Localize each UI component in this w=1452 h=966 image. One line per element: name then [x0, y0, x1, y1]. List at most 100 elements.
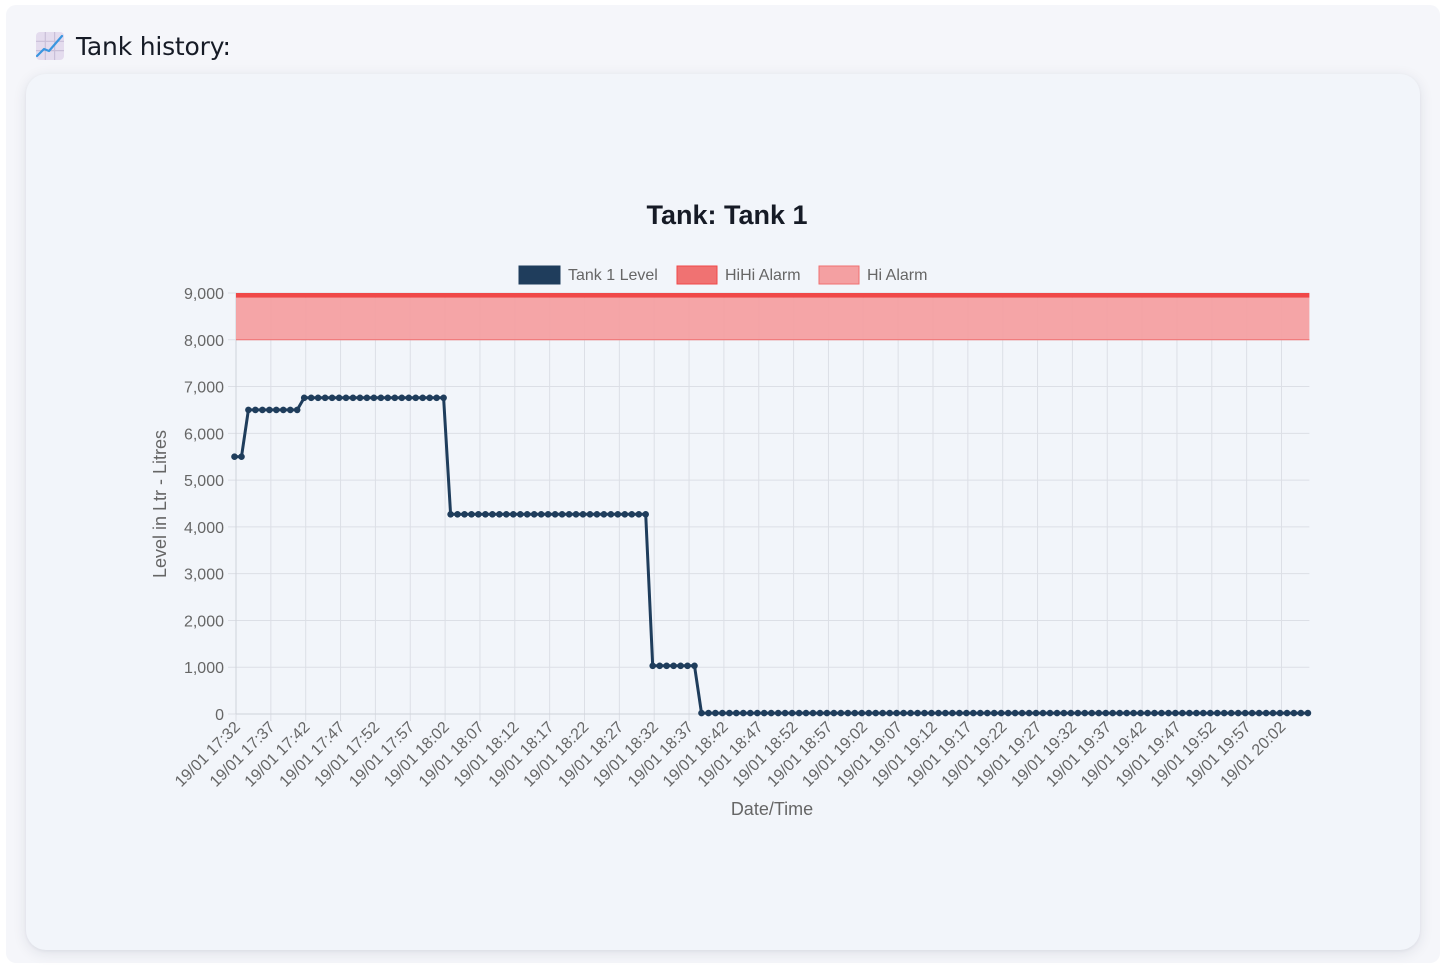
data-point[interactable] — [607, 511, 615, 518]
data-point[interactable] — [426, 394, 434, 402]
data-point[interactable] — [398, 394, 406, 402]
data-point[interactable] — [489, 511, 496, 518]
data-point[interactable] — [293, 406, 301, 414]
data-point[interactable] — [893, 709, 900, 717]
data-point[interactable] — [760, 709, 768, 717]
data-point[interactable] — [1018, 709, 1026, 717]
data-point[interactable] — [328, 394, 336, 402]
data-point[interactable] — [1290, 709, 1298, 717]
data-point[interactable] — [677, 662, 684, 670]
data-point[interactable] — [1039, 709, 1047, 717]
data-point[interactable] — [858, 709, 866, 717]
data-point[interactable] — [1116, 709, 1123, 717]
data-point[interactable] — [879, 709, 886, 717]
data-point[interactable] — [663, 662, 670, 670]
data-point[interactable] — [935, 709, 942, 717]
data-point[interactable] — [621, 511, 629, 518]
data-point[interactable] — [537, 511, 545, 518]
data-point[interactable] — [1262, 709, 1270, 717]
data-point[interactable] — [349, 394, 357, 402]
data-point[interactable] — [767, 709, 775, 717]
data-point[interactable] — [740, 709, 747, 717]
data-point[interactable] — [544, 511, 552, 518]
data-point[interactable] — [1158, 709, 1165, 717]
data-point[interactable] — [356, 394, 364, 402]
data-point[interactable] — [1060, 709, 1068, 717]
data-point[interactable] — [712, 709, 719, 717]
data-point[interactable] — [956, 709, 963, 717]
data-point[interactable] — [523, 511, 531, 518]
data-point[interactable] — [252, 406, 259, 414]
data-point[interactable] — [1151, 709, 1158, 717]
data-point[interactable] — [370, 394, 378, 402]
data-point[interactable] — [280, 406, 287, 414]
data-point[interactable] — [1234, 709, 1242, 717]
data-point[interactable] — [1046, 709, 1054, 717]
data-point[interactable] — [475, 511, 482, 518]
legend-item-tank-level[interactable]: Tank 1 Level — [518, 265, 658, 285]
data-point[interactable] — [405, 394, 413, 402]
data-point[interactable] — [1241, 709, 1249, 717]
data-point[interactable] — [823, 709, 831, 717]
data-point[interactable] — [705, 709, 712, 717]
data-point[interactable] — [1220, 709, 1228, 717]
data-point[interactable] — [1297, 709, 1305, 717]
data-point[interactable] — [844, 709, 852, 717]
data-point[interactable] — [391, 394, 399, 402]
data-point[interactable] — [565, 511, 573, 518]
data-point[interactable] — [579, 511, 587, 518]
data-point[interactable] — [1004, 709, 1012, 717]
data-point[interactable] — [733, 709, 740, 717]
data-point[interactable] — [551, 511, 559, 518]
data-point[interactable] — [461, 511, 468, 518]
data-point[interactable] — [970, 709, 977, 717]
data-point[interactable] — [997, 709, 1005, 717]
data-point[interactable] — [649, 662, 656, 670]
data-point[interactable] — [684, 662, 691, 670]
data-point[interactable] — [691, 662, 698, 670]
data-point[interactable] — [1269, 709, 1277, 717]
data-point[interactable] — [865, 709, 873, 717]
data-point[interactable] — [795, 709, 803, 717]
data-point[interactable] — [788, 709, 796, 717]
data-point[interactable] — [886, 709, 893, 717]
data-point[interactable] — [698, 709, 705, 717]
data-point[interactable] — [1283, 709, 1291, 717]
data-point[interactable] — [1255, 709, 1263, 717]
data-point[interactable] — [914, 709, 921, 717]
data-point[interactable] — [266, 406, 273, 414]
data-point[interactable] — [384, 394, 392, 402]
data-point[interactable] — [726, 709, 733, 717]
data-point[interactable] — [1053, 709, 1061, 717]
data-point[interactable] — [1074, 709, 1082, 717]
data-point[interactable] — [1011, 709, 1019, 717]
data-point[interactable] — [245, 406, 252, 414]
data-point[interactable] — [468, 511, 475, 518]
legend-item-hi-alarm[interactable]: Hi Alarm — [818, 265, 927, 285]
data-point[interactable] — [600, 511, 608, 518]
data-point[interactable] — [1109, 709, 1116, 717]
data-point[interactable] — [572, 511, 580, 518]
data-point[interactable] — [1130, 709, 1137, 717]
data-point[interactable] — [259, 406, 266, 414]
data-point[interactable] — [628, 511, 636, 518]
data-point[interactable] — [1276, 709, 1284, 717]
data-point[interactable] — [949, 709, 956, 717]
data-point[interactable] — [1248, 709, 1256, 717]
data-point[interactable] — [1304, 709, 1312, 717]
data-point[interactable] — [816, 709, 824, 717]
data-point[interactable] — [1081, 709, 1089, 717]
data-point[interactable] — [440, 394, 447, 402]
data-point[interactable] — [656, 662, 663, 670]
data-point[interactable] — [719, 709, 726, 717]
data-point[interactable] — [1186, 709, 1193, 717]
data-point[interactable] — [670, 662, 677, 670]
data-point[interactable] — [1123, 709, 1130, 717]
data-point[interactable] — [335, 394, 343, 402]
data-point[interactable] — [1227, 709, 1235, 717]
data-point[interactable] — [1088, 709, 1096, 717]
data-point[interactable] — [921, 709, 928, 717]
data-point[interactable] — [872, 709, 879, 717]
data-point[interactable] — [642, 511, 649, 518]
data-point[interactable] — [635, 511, 643, 518]
